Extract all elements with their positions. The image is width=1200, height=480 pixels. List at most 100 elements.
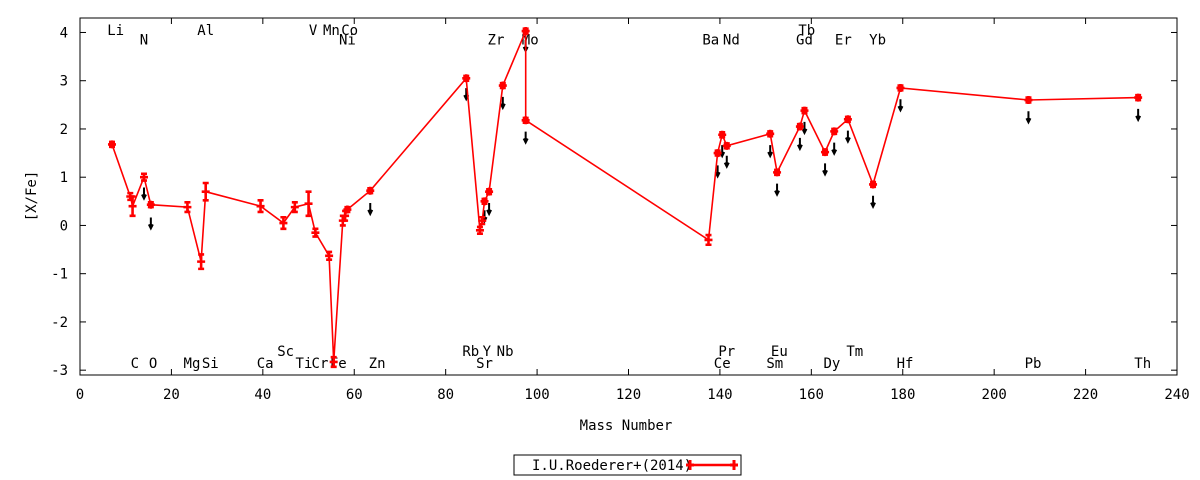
black-marker (147, 217, 154, 231)
red-data-point (843, 115, 852, 124)
x-axis-label: Mass Number (580, 418, 673, 434)
element-label: Zn (369, 356, 386, 372)
red-data-point (325, 250, 334, 261)
element-label: N (140, 33, 148, 49)
red-data-point (773, 168, 782, 177)
element-label: Zr (488, 33, 505, 49)
red-data-point (256, 199, 265, 214)
black-marker (774, 183, 780, 197)
element-label: Cr (312, 356, 329, 372)
element-label: Ca (257, 356, 274, 372)
element-label: Sm (766, 356, 783, 372)
red-data-point (146, 200, 155, 209)
x-tick-label: 60 (346, 387, 363, 403)
black-marker (801, 121, 808, 136)
red-data-point (139, 172, 148, 182)
element-label: Ce (714, 356, 731, 372)
black-marker (486, 202, 492, 217)
legend-marker-left (686, 460, 694, 470)
red-data-point (1134, 93, 1143, 102)
black-marker (522, 131, 529, 145)
red-data-point (128, 195, 137, 218)
x-tick-label: 40 (254, 387, 271, 403)
red-data-point (485, 187, 494, 196)
red-data-point (869, 180, 878, 189)
red-data-point (704, 233, 713, 247)
element-label: Sr (476, 356, 493, 372)
y-tick-label: 3 (60, 74, 68, 90)
red-data-point (478, 215, 487, 226)
black-marker (767, 145, 774, 159)
red-data-point (830, 127, 839, 136)
element-label: Yb (869, 33, 886, 49)
x-tick-label: 200 (982, 387, 1007, 403)
red-data-point (311, 227, 320, 238)
element-label: Tm (846, 344, 863, 360)
y-tick-label: -1 (51, 267, 68, 283)
element-label: Hf (897, 356, 914, 372)
legend-box (513, 454, 742, 476)
element-label: Ba (702, 33, 719, 49)
black-marker (897, 99, 904, 113)
black-marker (499, 96, 506, 111)
red-data-point (462, 74, 471, 83)
x-tick-label: 160 (799, 387, 824, 403)
x-tick-label: 140 (707, 387, 732, 403)
black-marker (822, 163, 828, 177)
element-label: Mg (184, 356, 201, 372)
element-label: Eu (771, 344, 788, 360)
y-tick-label: 0 (60, 218, 68, 234)
red-data-point (713, 149, 722, 158)
element-label: Tb (798, 23, 815, 39)
black-marker (797, 137, 803, 152)
black-marker (141, 187, 147, 201)
legend-marker-right (730, 460, 738, 470)
x-tick-label: 80 (437, 387, 454, 403)
black-marker (723, 155, 730, 169)
red-data-point (329, 355, 338, 369)
red-data-point (718, 130, 727, 139)
element-label: C (131, 356, 139, 372)
element-label: Y (483, 344, 492, 360)
red-data-point (304, 190, 313, 218)
red-data-point (821, 148, 830, 157)
x-tick-label: 180 (890, 387, 915, 403)
red-data-point (1024, 96, 1033, 105)
red-data-point (279, 215, 288, 231)
legend-entry-label: I.U.Roederer+(2014) (532, 458, 692, 474)
x-tick-label: 20 (163, 387, 180, 403)
red-data-point (475, 225, 484, 235)
element-label: Nb (497, 344, 514, 360)
element-label: Li (107, 23, 124, 39)
y-tick-label: 4 (60, 25, 68, 41)
x-tick-label: 100 (524, 387, 549, 403)
red-series-line (111, 30, 1139, 363)
red-data-point (290, 200, 299, 214)
element-label: Dy (823, 356, 840, 372)
red-data-point (183, 200, 192, 214)
element-label: Pr (718, 344, 735, 360)
black-marker (367, 202, 374, 217)
element-label: Rb (462, 344, 479, 360)
red-data-point (201, 181, 210, 202)
y-axis: -3 -2 -1 0 1 2 3 4 (51, 25, 1177, 379)
black-series (141, 39, 1142, 231)
element-label: Co (341, 23, 358, 39)
element-label: Pb (1025, 356, 1042, 372)
red-data-point (722, 141, 731, 150)
element-label: Ti (296, 356, 313, 372)
black-marker (870, 195, 876, 209)
red-data-point (480, 197, 489, 206)
red-data-point (800, 106, 809, 115)
red-data-point (896, 83, 905, 92)
element-label: Gd (796, 33, 813, 49)
x-tick-label: 0 (76, 387, 84, 403)
red-data-point (343, 205, 352, 214)
element-label: Mn (323, 23, 340, 39)
red-data-point (521, 116, 530, 125)
red-data-point (498, 81, 507, 90)
x-tick-label: 120 (616, 387, 641, 403)
black-marker (1025, 111, 1032, 125)
